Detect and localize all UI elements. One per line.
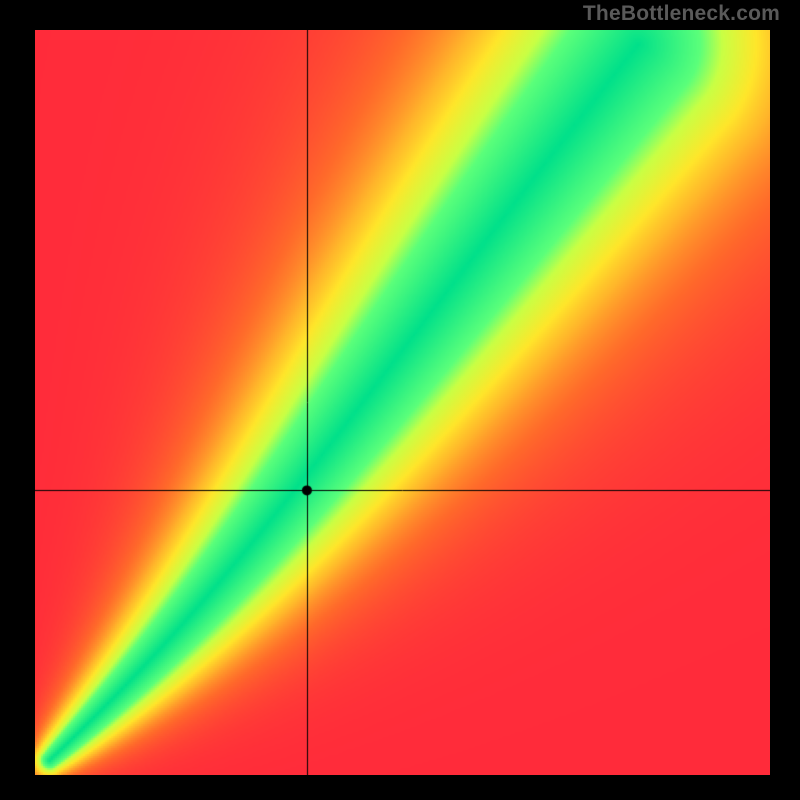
bottleneck-heatmap-canvas (35, 30, 770, 775)
watermark-text: TheBottleneck.com (583, 2, 780, 26)
